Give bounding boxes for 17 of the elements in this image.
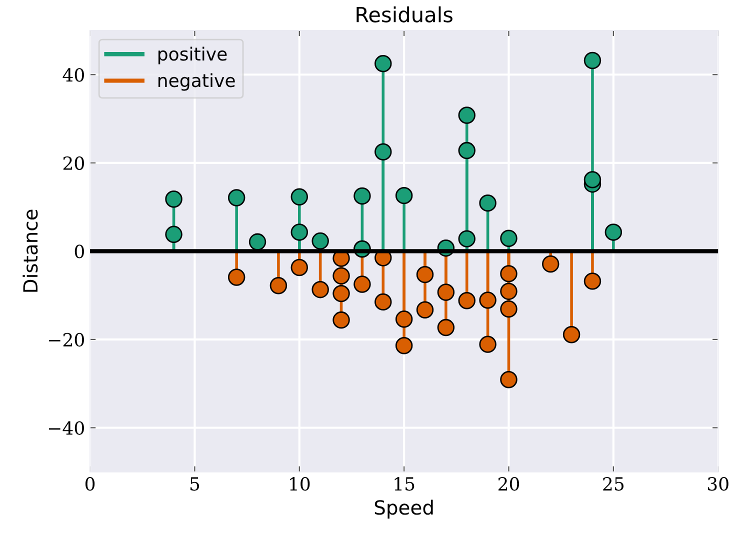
y-tick-label: 40 — [62, 68, 84, 82]
x-tick-label: 20 — [498, 477, 520, 491]
x-tick-label: 15 — [394, 477, 414, 491]
x-tick-label: 30 — [708, 477, 728, 491]
y-tick-label: 0 — [74, 244, 84, 258]
y-tick-label: 20 — [63, 156, 84, 170]
x-tick-label: 25 — [603, 477, 624, 491]
y-tick-label: −20 — [48, 332, 84, 347]
x-tick-label: 0 — [85, 477, 95, 491]
chart-title: Residuals — [356, 6, 452, 22]
x-tick-label: 5 — [190, 477, 200, 491]
legend-label: negative — [158, 73, 235, 91]
x-tick-label: 10 — [290, 477, 310, 491]
x-axis-title: Speed — [374, 500, 433, 519]
y-axis-title: Distance — [22, 210, 38, 292]
y-tick-label: −40 — [48, 421, 84, 435]
legend-label: positive — [158, 46, 227, 64]
